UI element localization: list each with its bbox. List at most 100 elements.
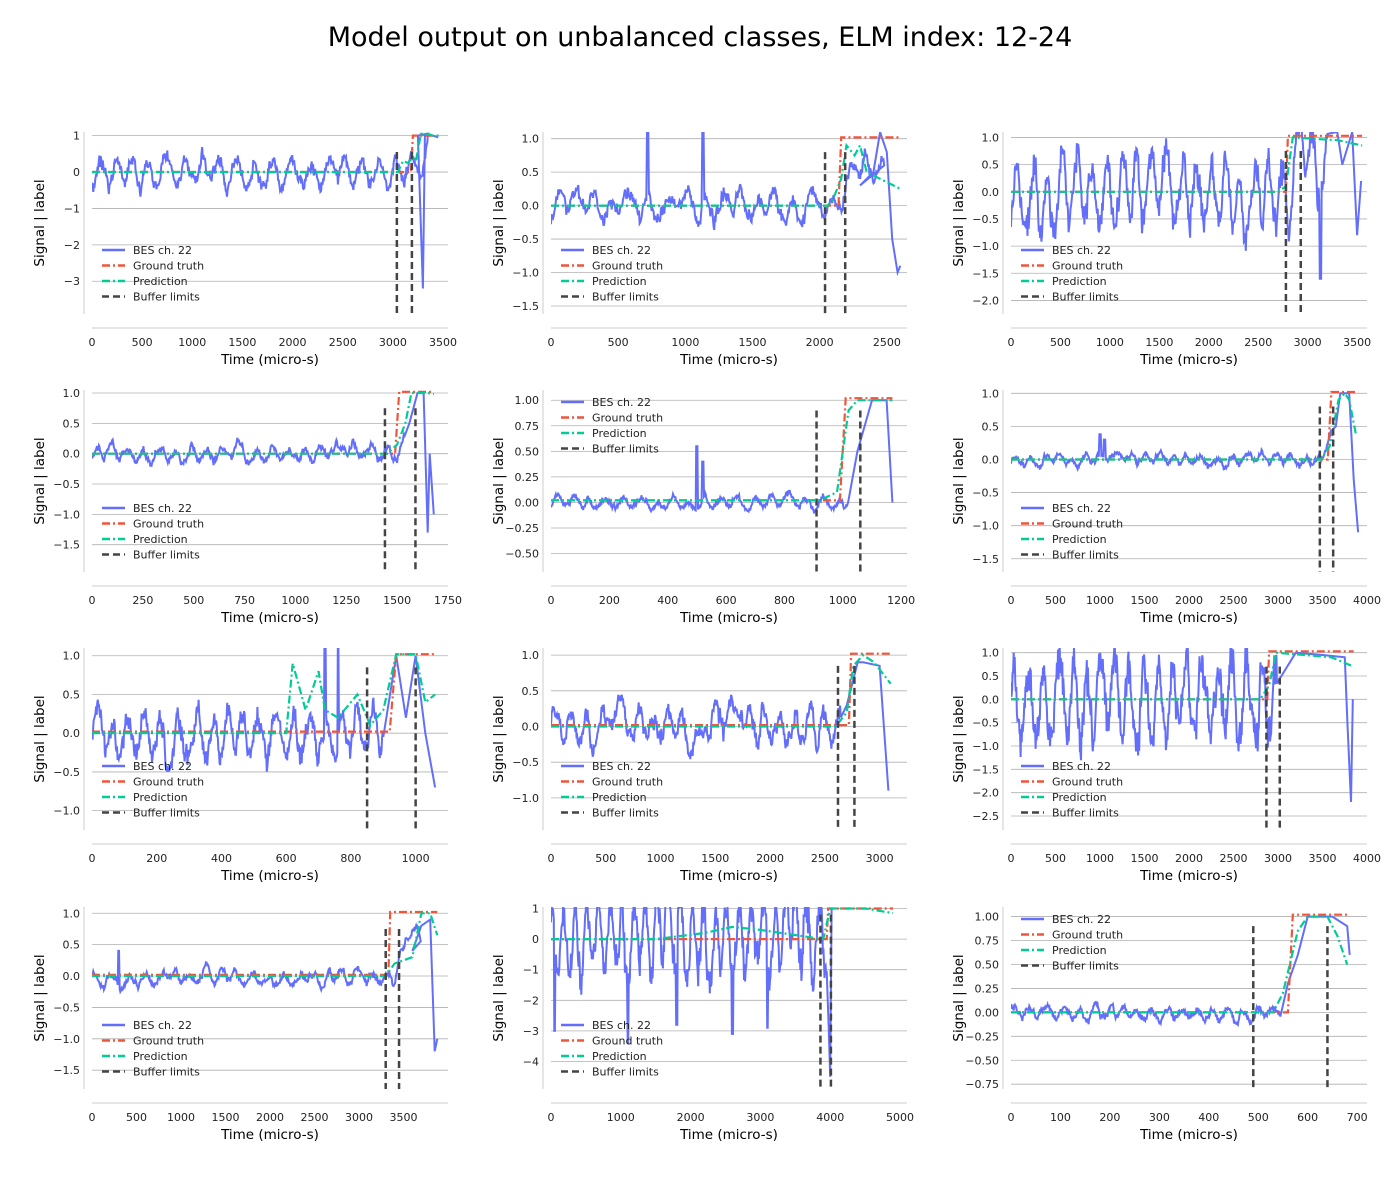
x-tick-label: 100 (1050, 1111, 1071, 1124)
y-tick-label: −1.0 (53, 508, 80, 521)
legend-entry: Buffer limits (1052, 960, 1119, 973)
legend-entry: BES ch. 22 (133, 502, 192, 515)
legend-entry: BES ch. 22 (1052, 244, 1111, 257)
y-tick-label: −1.5 (972, 267, 999, 280)
y-tick-label: 0.5 (63, 939, 81, 952)
prediction-line (1011, 136, 1363, 193)
subplot-1: 1 0 −1 −2 −3 0 500 1000 1500 2000 2500 3000 3500 Time… (32, 130, 457, 368)
ground-truth-line (1011, 390, 1359, 461)
y-tick-label: −0.75 (965, 1078, 999, 1091)
y-axis-label: Signal | label (951, 954, 967, 1041)
signal-line (551, 661, 890, 791)
y-tick-label: −0.5 (53, 478, 80, 491)
x-tick-label: 2000 (1175, 594, 1203, 607)
x-tick-label: 0 (548, 852, 555, 865)
subplot-10: 1.0 0.5 0.0 −0.5 −1.0 −1.5 0 500 1000 1500 2000 250… (32, 907, 448, 1143)
ground-truth-line (92, 653, 436, 733)
x-axis-label: Time (micro-s) (1139, 610, 1238, 626)
plot-area (92, 648, 437, 830)
x-tick-label: 4000 (816, 1111, 844, 1124)
x-tick-label: 2000 (1175, 852, 1203, 865)
x-tick-label: 2000 (806, 336, 834, 349)
legend-entry: Prediction (1052, 275, 1107, 288)
x-tick-label: 3000 (866, 852, 894, 865)
y-axis-label: Signal | label (32, 437, 48, 524)
legend-entry: Buffer limits (1052, 549, 1119, 562)
figure-title: Model output on unbalanced classes, ELM … (328, 22, 1073, 53)
x-tick-label: 700 (1347, 1111, 1368, 1124)
y-tick-label: 1.0 (522, 649, 540, 662)
y-tick-label: 1 (73, 130, 80, 143)
x-tick-label: 1000 (167, 1111, 195, 1124)
x-tick-label: 800 (340, 852, 361, 865)
signal-line (92, 648, 437, 788)
legend-entry: Ground truth (592, 1035, 663, 1048)
legend: BES ch. 22 Ground truth Prediction Buffer l… (102, 1019, 204, 1079)
x-tick-label: 1500 (1145, 336, 1173, 349)
x-tick-label: 1500 (1131, 594, 1159, 607)
x-tick-label: 500 (1045, 852, 1066, 865)
legend-entry: Ground truth (133, 1035, 204, 1048)
y-tick-label: 1.00 (975, 911, 1000, 924)
x-tick-label: 800 (774, 594, 795, 607)
x-tick-label: 2000 (279, 336, 307, 349)
subplot-6: 1.0 0.5 0.0 −0.5 −1.0 −1.5 0 500 1000 1500 2000 250… (951, 387, 1381, 626)
y-axis-label: Signal | label (32, 954, 48, 1041)
x-tick-label: 1200 (887, 594, 915, 607)
y-tick-label: 1.0 (63, 907, 81, 920)
y-tick-label: −2 (523, 994, 539, 1007)
legend-entry: Prediction (133, 791, 188, 804)
x-tick-label: 1000 (607, 1111, 635, 1124)
x-tick-label: 3000 (746, 1111, 774, 1124)
y-tick-label: −1.5 (512, 300, 539, 313)
y-tick-label: 1.0 (63, 387, 81, 400)
legend-entry: Ground truth (133, 518, 204, 531)
plot-area (92, 132, 441, 314)
x-tick-label: 1000 (671, 336, 699, 349)
legend: BES ch. 22 Ground truth Prediction Buffer l… (1021, 502, 1123, 562)
y-tick-label: 0.5 (522, 166, 540, 179)
legend: BES ch. 22 Ground truth Prediction Buffer l… (102, 502, 204, 562)
legend-entry: Buffer limits (592, 443, 659, 456)
x-tick-label: 1500 (739, 336, 767, 349)
legend-entry: BES ch. 22 (133, 244, 192, 257)
y-tick-label: 0.00 (515, 496, 540, 509)
x-tick-label: 200 (599, 594, 620, 607)
x-tick-label: 0 (548, 1111, 555, 1124)
x-tick-label: 200 (146, 852, 167, 865)
plot-area (551, 907, 894, 1089)
y-tick-label: 1.0 (982, 647, 1000, 660)
x-tick-label: 1000 (1086, 594, 1114, 607)
y-tick-label: 0.5 (982, 420, 1000, 433)
legend-entry: BES ch. 22 (592, 396, 651, 409)
legend-entry: Ground truth (133, 260, 204, 273)
y-tick-label: −0.5 (972, 717, 999, 730)
prediction-line (551, 653, 892, 728)
ground-truth-line (551, 136, 901, 207)
legend-entry: Ground truth (592, 776, 663, 789)
y-tick-label: −1.5 (53, 539, 80, 552)
legend-entry: BES ch. 22 (1052, 760, 1111, 773)
x-axis-label: Time (micro-s) (1139, 1127, 1238, 1143)
x-tick-label: 1000 (281, 594, 309, 607)
y-tick-label: −1.0 (53, 1033, 80, 1046)
subplot-4: 1.0 0.5 0.0 −0.5 −1.0 −1.5 0 250 500 750 1000 1250 1… (32, 387, 462, 626)
x-tick-label: 500 (126, 1111, 147, 1124)
y-tick-label: 0.0 (982, 693, 1000, 706)
x-tick-label: 1000 (1096, 336, 1124, 349)
x-axis-label: Time (micro-s) (679, 868, 778, 884)
x-tick-label: 5000 (886, 1111, 914, 1124)
legend-entry: BES ch. 22 (592, 1019, 651, 1032)
legend-entry: BES ch. 22 (592, 760, 651, 773)
legend-entry: Prediction (133, 275, 188, 288)
y-axis-label: Signal | label (491, 695, 507, 782)
y-tick-label: 0.5 (522, 685, 540, 698)
x-tick-label: 0 (89, 336, 96, 349)
x-tick-label: 400 (657, 594, 678, 607)
y-tick-label: −1 (523, 964, 539, 977)
x-tick-label: 500 (183, 594, 204, 607)
y-axis-label: Signal | label (951, 179, 967, 266)
x-tick-label: 600 (276, 852, 297, 865)
x-tick-label: 0 (89, 594, 96, 607)
y-tick-label: −0.5 (512, 756, 539, 769)
